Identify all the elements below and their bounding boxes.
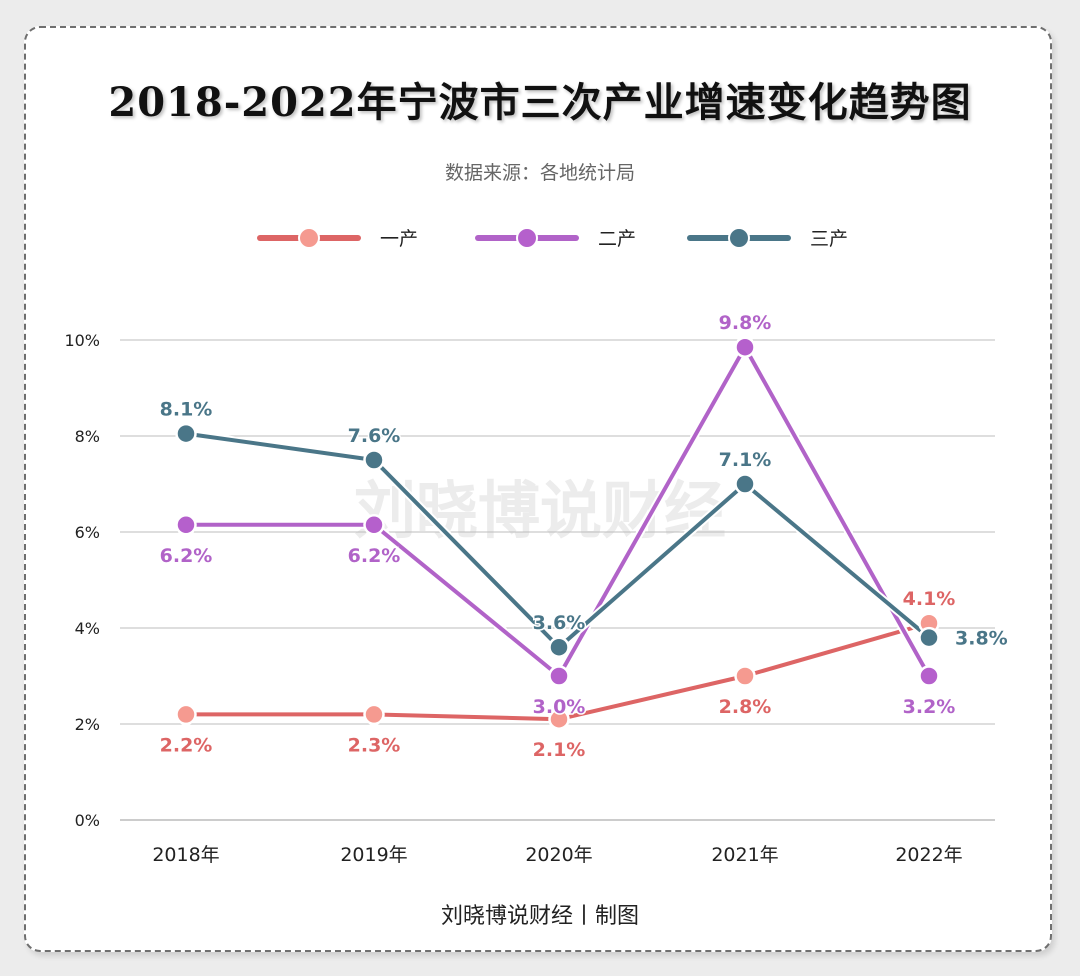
data-point-s1-1: [175, 703, 197, 726]
data-label-s3-5: 3.8%: [955, 628, 1008, 650]
data-label-s2-1: 6.2%: [160, 545, 213, 567]
data-point-s2-5: [918, 665, 940, 687]
data-point-s2-4: [734, 336, 756, 358]
credit-footer: 刘晓博说财经丨制图: [440, 904, 639, 929]
data-point-s3-5: [918, 626, 940, 649]
data-point-s2-2: [363, 514, 385, 536]
data-point-s3-4: [734, 473, 756, 495]
data-point-s1-3: [548, 708, 570, 730]
data-label-s1-3: 2.1%: [533, 739, 586, 761]
chart-card: [24, 26, 1052, 952]
legend-marker-3: [728, 227, 750, 249]
data-point-s2-1: [175, 514, 197, 536]
data-label-s1-1: 2.2%: [160, 734, 213, 756]
legend-label-2: 二产: [598, 228, 636, 250]
data-label-s3-4: 7.1%: [719, 449, 772, 471]
data-point-s3-1: [175, 422, 197, 445]
y-tick-label: 6%: [75, 523, 100, 542]
chart-subtitle: 数据来源：各地统计局: [444, 162, 635, 184]
data-label-s2-4: 9.8%: [719, 312, 772, 334]
x-tick-label: 2020年: [525, 844, 592, 866]
data-label-s1-2: 2.3%: [348, 734, 401, 756]
x-tick-label: 2022年: [895, 844, 962, 866]
data-label-s2-3: 3.0%: [533, 696, 586, 718]
data-point-s1-2: [363, 703, 385, 726]
x-tick-label: 2021年: [711, 844, 778, 866]
data-label-s2-5: 3.2%: [903, 696, 956, 718]
chart-title: 2018-2022年宁波市三次产业增速变化趋势图: [108, 79, 972, 126]
x-tick-label: 2018年: [152, 844, 219, 866]
legend-label-3: 三产: [810, 228, 848, 250]
legend-label-1: 一产: [380, 228, 418, 250]
legend-marker-1: [298, 227, 320, 249]
x-tick-label: 2019年: [340, 844, 407, 866]
y-tick-label: 4%: [75, 619, 100, 638]
y-tick-label: 2%: [75, 715, 100, 734]
y-tick-label: 0%: [75, 811, 100, 830]
data-label-s3-3: 3.6%: [533, 612, 586, 634]
legend-marker-2: [516, 227, 538, 249]
data-label-s1-5: 4.1%: [903, 588, 956, 610]
y-tick-label: 8%: [75, 427, 100, 446]
data-label-s2-2: 6.2%: [348, 545, 401, 567]
data-label-s3-1: 8.1%: [160, 399, 213, 421]
y-tick-label: 10%: [64, 331, 100, 350]
data-label-s3-2: 7.6%: [348, 425, 401, 447]
data-point-s2-3: [548, 665, 570, 687]
data-point-s3-2: [363, 449, 385, 471]
data-label-s1-4: 2.8%: [719, 696, 772, 718]
data-point-s1-4: [734, 665, 756, 687]
data-point-s3-3: [548, 636, 570, 658]
